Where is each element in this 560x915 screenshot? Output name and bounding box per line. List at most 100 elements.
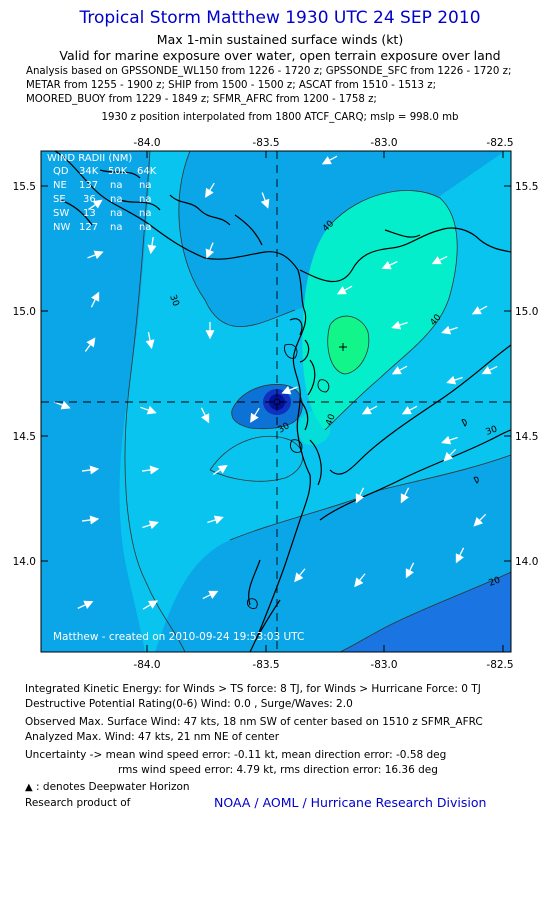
axis-ticks — [41, 151, 511, 652]
contour-label: 30 — [485, 424, 499, 437]
contour-band-max — [327, 316, 369, 374]
analysis-line-3: MOORED_BUOY from 1229 - 1849 z; SFMR_AFR… — [26, 94, 377, 105]
wind-arrow — [400, 487, 410, 504]
wind-radii-cell: na — [139, 194, 151, 205]
wind-arrow — [391, 320, 408, 330]
wind-arrow — [471, 305, 488, 315]
wind-arrow — [81, 515, 100, 525]
lat-tick-label: 15.5 — [515, 181, 538, 193]
wind-radii-cell: na — [110, 180, 122, 191]
analysis-line-1: Analysis based on GPSSONDE_WL150 from 12… — [26, 66, 512, 77]
wind-arrow — [145, 332, 155, 350]
wind-radii-cell: 13 — [83, 208, 96, 219]
lagoons — [247, 343, 479, 609]
wind-contour-field: 30 40 40 30 40 30 20 WIND RADII (NM) QD … — [41, 151, 511, 652]
wind-radii-header: WIND RADII (NM) — [47, 153, 132, 164]
wind-arrow — [81, 465, 100, 475]
contour-band-20kt — [340, 572, 511, 652]
wind-arrow — [205, 182, 215, 198]
wind-arrow — [54, 400, 71, 410]
wind-arrow — [294, 568, 306, 583]
map-subtitle-winds: Max 1-min sustained surface winds (kt) — [156, 32, 404, 47]
wind-arrows — [54, 155, 498, 610]
lat-tick-label: 14.0 — [515, 556, 538, 568]
wind-arrow — [381, 260, 398, 270]
wind-arrow — [88, 199, 103, 211]
wind-arrow — [205, 242, 215, 259]
wind-arrow — [142, 600, 159, 610]
wind-arrow — [147, 236, 157, 255]
wind-arrow — [354, 573, 366, 588]
wind-arrow — [260, 192, 270, 209]
wind-arrow — [90, 291, 100, 308]
wind-arrow — [202, 590, 219, 600]
lon-tick-label: -83.5 — [252, 137, 279, 149]
wind-radii-cell: na — [110, 222, 122, 233]
wind-radii-cell: NW — [53, 222, 70, 233]
wind-radii-cell: 36 — [83, 194, 96, 205]
wind-radii-cell: na — [139, 208, 151, 219]
lon-tick-label: -83.0 — [370, 137, 397, 149]
lat-tick-label: 14.5 — [13, 431, 36, 443]
wind-arrow — [321, 155, 338, 165]
wind-arrow — [401, 405, 418, 415]
wind-arrow — [87, 250, 104, 260]
research-label: Research product of — [25, 797, 131, 809]
wind-arrow — [443, 448, 457, 462]
wind-radii-cell: na — [139, 222, 151, 233]
wind-radii-col: 34K — [79, 166, 99, 177]
wind-arrow — [361, 405, 378, 415]
wind-arrow — [140, 405, 157, 415]
wind-radii-col: QD — [53, 166, 69, 177]
analysis-line-2: METAR from 1255 - 1900 z; SHIP from 1500… — [26, 80, 437, 91]
wind-arrow — [455, 547, 465, 564]
wind-arrow — [142, 520, 159, 530]
wind-arrow — [141, 465, 160, 475]
wind-arrow — [207, 515, 224, 525]
deepwater-note: : denotes Deepwater Horizon — [36, 781, 190, 793]
noaa-credit: NOAA / AOML / Hurricane Research Divisio… — [214, 795, 487, 810]
wind-arrow — [441, 325, 458, 335]
wind-arrow — [250, 407, 260, 423]
wind-radii-table: WIND RADII (NM) QD 34K 50K 64K NE 137 na… — [47, 153, 157, 233]
wind-arrow — [281, 385, 298, 395]
uncertainty-line-1: Uncertainty -> mean wind speed error: -0… — [25, 749, 447, 761]
wind-arrow — [473, 513, 487, 527]
lon-tick-label: -84.0 — [133, 137, 160, 149]
wind-arrow — [441, 435, 458, 445]
contour-label: 40 — [324, 413, 337, 427]
storm-core-ring-inner — [269, 394, 285, 410]
lon-tick-label: -82.5 — [486, 659, 513, 671]
wind-arrow — [481, 365, 498, 375]
contour-label: 20 — [488, 575, 502, 588]
map-subtitle-exposure: Valid for marine exposure over water, op… — [59, 48, 501, 63]
map-frame — [40, 150, 512, 653]
wind-radii-cell: na — [139, 180, 151, 191]
max-wind-marker — [339, 343, 347, 351]
map-title: Tropical Storm Matthew 1930 UTC 24 SEP 2… — [79, 8, 481, 28]
wind-radii-cell: na — [110, 194, 122, 205]
wind-radii-cell: na — [110, 208, 122, 219]
contour-inner-40kt — [298, 410, 331, 446]
dpr-line: Destructive Potential Rating(0-6) Wind: … — [25, 698, 353, 710]
analyzed-max-line: Analyzed Max. Wind: 47 kts, 21 nm NE of … — [25, 731, 280, 743]
created-label: Matthew - created on 2010-09-24 19:53:03… — [53, 631, 304, 643]
wind-arrow — [212, 464, 228, 475]
uncertainty-line-2: rms wind speed error: 4.79 kt, rms direc… — [118, 764, 438, 776]
lat-tick-label: 15.0 — [13, 306, 36, 318]
wind-arrow — [336, 285, 353, 295]
wind-arrow — [431, 255, 448, 265]
wind-arrow — [355, 487, 365, 504]
lat-tick-label: 14.0 — [13, 556, 36, 568]
deepwater-horizon-icon: ▲ — [25, 782, 33, 793]
wind-radii-col: 64K — [137, 166, 157, 177]
observed-max-line: Observed Max. Surface Wind: 47 kts, 18 n… — [25, 716, 483, 728]
lat-tick-label: 15.0 — [515, 306, 538, 318]
lat-tick-label: 15.5 — [13, 181, 36, 193]
wind-arrow — [77, 600, 94, 610]
wind-arrow — [84, 337, 96, 352]
deepwater-legend: ▲ : denotes Deepwater Horizon — [25, 781, 190, 793]
lon-tick-label: -83.5 — [252, 659, 279, 671]
lon-tick-label: -84.0 — [133, 659, 160, 671]
wind-radii-cell: NE — [53, 180, 67, 191]
